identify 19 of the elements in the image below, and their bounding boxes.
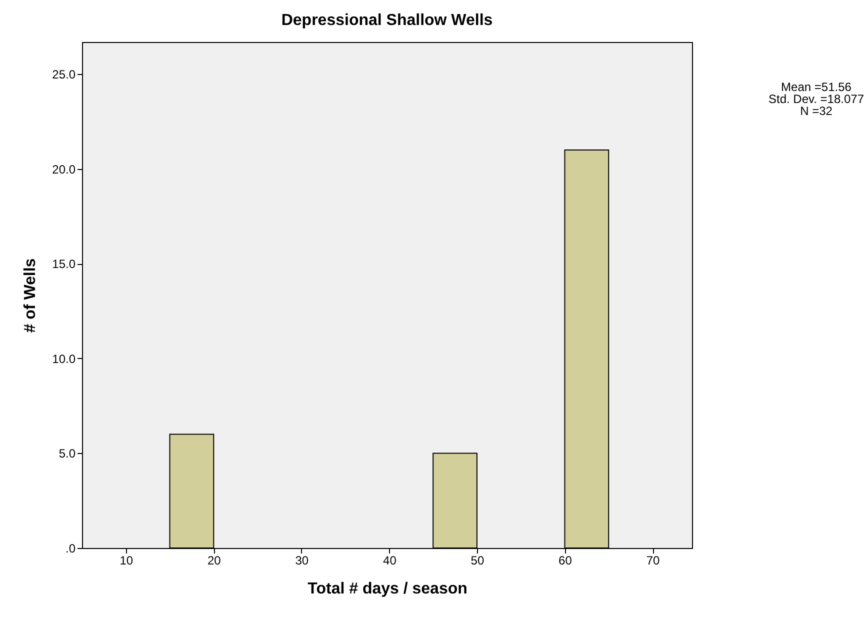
x-tick-label: 30 xyxy=(295,554,309,568)
text: Mean =51.56 xyxy=(780,80,852,94)
x-axis-title: Total # days / season xyxy=(308,580,468,598)
x-tick-label: 50 xyxy=(470,554,484,568)
y-tick-label: 5.0 xyxy=(58,446,76,461)
y-axis-title: # of Wells xyxy=(22,258,40,333)
y-tick-label: 25.0 xyxy=(52,68,76,82)
x-tick-label: 10 xyxy=(120,554,134,568)
text: Std. Dev. =18.077 xyxy=(768,92,864,106)
x-tick-label: 40 xyxy=(383,554,397,568)
x-tick-label: 70 xyxy=(646,554,660,568)
x-tick-label: 20 xyxy=(207,554,222,568)
y-tick-label: 10.0 xyxy=(52,352,76,366)
y-tick-label: .0 xyxy=(65,542,76,556)
text: N =32 xyxy=(799,104,834,118)
y-tick-label: 20.0 xyxy=(52,162,76,176)
x-tick-label: 60 xyxy=(558,554,572,568)
y-tick-label: 15.0 xyxy=(52,257,76,272)
chart-title: Depressional Shallow Wells xyxy=(281,12,493,29)
